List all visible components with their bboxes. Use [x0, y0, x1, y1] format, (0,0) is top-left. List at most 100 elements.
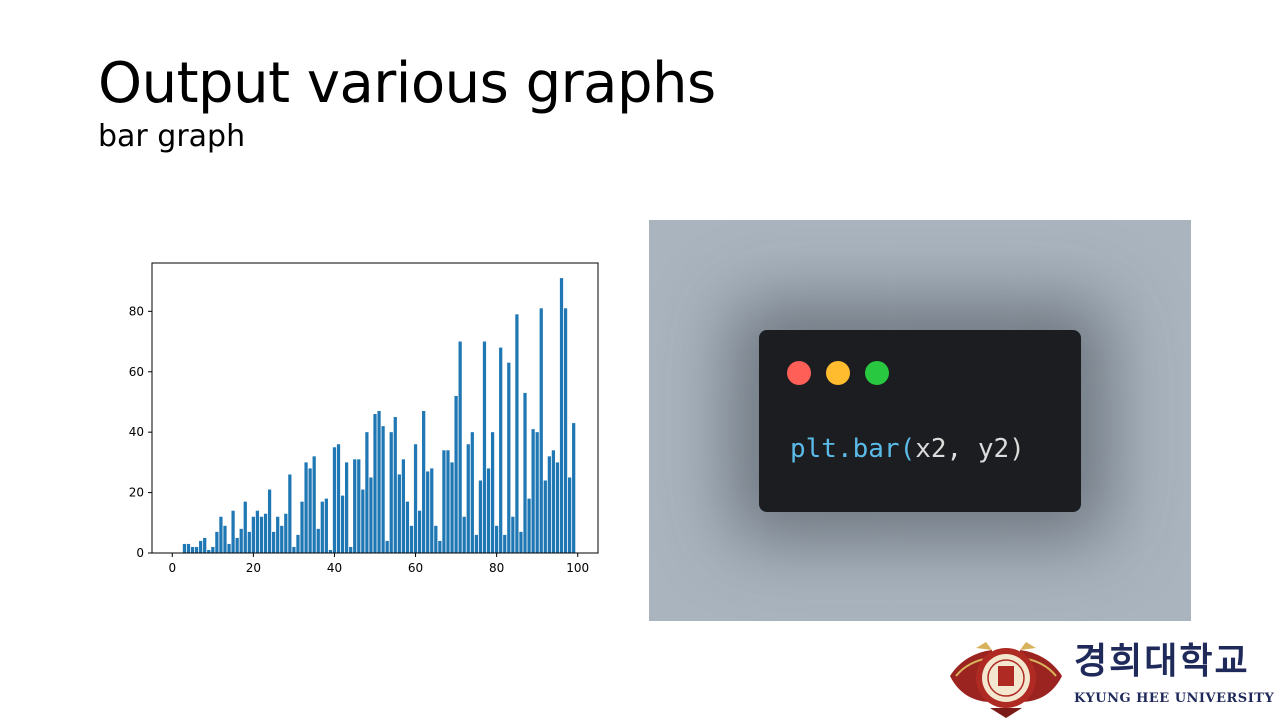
x-tick-label: 40	[327, 561, 342, 575]
bar	[369, 477, 373, 553]
bar	[535, 432, 539, 553]
bar	[446, 450, 450, 553]
code-arguments: x2, y2)	[915, 434, 1025, 464]
code-panel: plt.bar(x2, y2)	[649, 220, 1191, 621]
bar-chart: 0 20 40 60 80 100 0 20 40 60 80	[100, 240, 620, 600]
bar	[316, 528, 320, 553]
bar	[563, 308, 568, 553]
bar	[430, 468, 434, 553]
bar	[186, 543, 191, 553]
bar	[470, 432, 474, 553]
bar	[466, 444, 470, 553]
bar	[519, 531, 523, 553]
bar	[434, 525, 438, 553]
y-tick-label: 60	[129, 365, 144, 379]
code-line: plt.bar(x2, y2)	[790, 434, 1025, 464]
bar	[401, 459, 406, 553]
bar	[300, 501, 304, 553]
bar	[292, 546, 296, 553]
bar	[499, 347, 503, 553]
bar	[539, 308, 543, 553]
bar	[357, 459, 361, 553]
bar	[182, 543, 187, 553]
bar	[373, 414, 377, 553]
bar	[503, 534, 507, 553]
bar	[389, 432, 393, 553]
x-tick-label: 0	[168, 561, 176, 575]
bar	[223, 525, 227, 553]
bar	[377, 411, 381, 553]
bar	[523, 392, 527, 553]
bar	[531, 429, 535, 553]
bar	[555, 462, 560, 553]
bar	[547, 456, 551, 553]
bar	[567, 477, 572, 553]
bar	[231, 510, 235, 553]
slide-subtitle: bar graph	[98, 119, 246, 154]
bar	[381, 426, 385, 553]
bar	[344, 462, 349, 553]
close-dot-icon	[787, 361, 811, 385]
code-function: plt.bar(	[790, 434, 916, 464]
bar	[207, 549, 211, 553]
bar	[409, 525, 414, 553]
bar	[365, 432, 369, 553]
bar	[361, 489, 365, 553]
x-tick-label: 20	[246, 561, 261, 575]
bar	[304, 462, 308, 553]
maximize-dot-icon	[865, 361, 889, 385]
bar	[458, 341, 462, 553]
bar	[276, 516, 280, 553]
bar	[308, 468, 312, 553]
bar	[482, 341, 487, 553]
bar	[263, 513, 268, 553]
bar	[247, 531, 251, 553]
bar-chart-svg: 0 20 40 60 80 100 0 20 40 60 80	[129, 262, 599, 575]
bar	[288, 474, 292, 553]
bar	[267, 489, 272, 553]
bar	[324, 498, 328, 553]
bar	[486, 468, 491, 553]
bar	[543, 480, 547, 553]
bar	[442, 450, 446, 553]
bar	[284, 513, 288, 553]
bar	[259, 516, 264, 553]
bar	[280, 525, 284, 553]
bar	[413, 444, 418, 553]
bar	[515, 314, 519, 553]
bar	[527, 498, 531, 553]
code-window: plt.bar(x2, y2)	[759, 330, 1081, 512]
bar	[507, 362, 511, 553]
bar	[417, 510, 422, 553]
bar	[251, 516, 255, 553]
bar	[336, 444, 341, 553]
minimize-dot-icon	[826, 361, 850, 385]
bar	[194, 546, 199, 553]
bar	[353, 459, 357, 553]
bar	[235, 537, 239, 553]
bar	[215, 531, 219, 553]
plot-frame	[151, 262, 599, 554]
bar	[462, 516, 466, 553]
bar	[559, 278, 564, 553]
university-logo: 경희대학교 KYUNG HEE UNIVERSITY	[946, 640, 1274, 720]
bar	[255, 510, 260, 553]
bar	[243, 501, 247, 553]
bar	[320, 501, 324, 553]
bar	[450, 462, 454, 553]
bar	[296, 534, 300, 553]
logo-korean-name: 경희대학교	[1074, 641, 1250, 682]
bar	[426, 471, 430, 553]
university-seal-icon	[950, 642, 1062, 718]
bar	[393, 417, 397, 553]
bar	[227, 543, 231, 553]
y-tick-label: 40	[129, 425, 144, 439]
bar	[495, 525, 499, 553]
bar	[332, 447, 337, 553]
bar	[478, 480, 483, 553]
x-tick-label: 60	[408, 561, 423, 575]
bar	[211, 546, 215, 553]
bar	[385, 540, 389, 553]
bar	[474, 534, 478, 553]
bar	[349, 546, 353, 553]
